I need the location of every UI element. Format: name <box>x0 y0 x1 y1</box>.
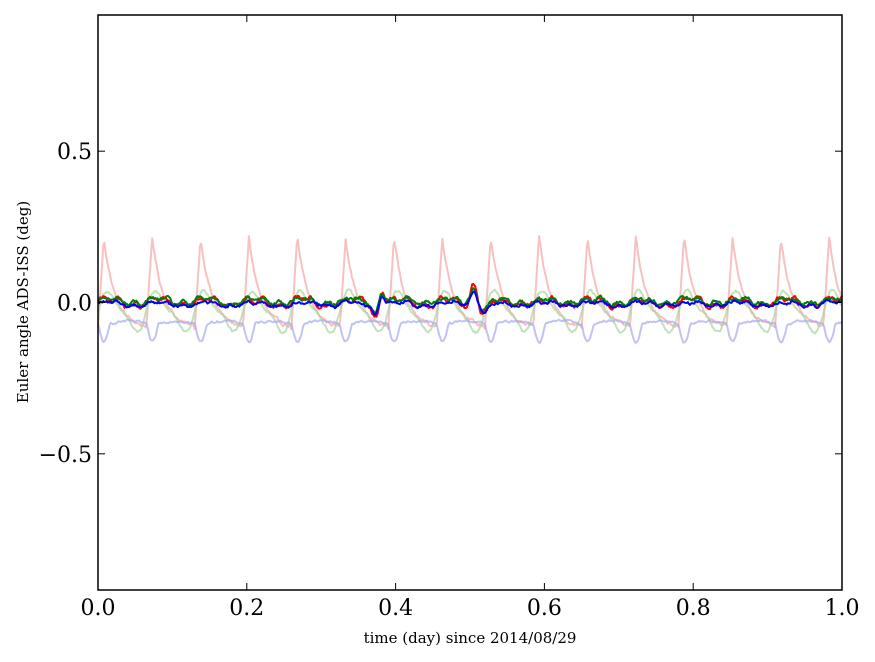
x-tick-label: 0.6 <box>527 596 562 621</box>
series-layer <box>97 235 843 344</box>
x-tick-label: 1.0 <box>825 596 860 621</box>
series-line-yaw-measured <box>97 290 843 316</box>
y-tick-label: 0.0 <box>57 292 92 317</box>
x-tick-label: 0.0 <box>81 596 116 621</box>
y-tick-label: 0.5 <box>57 140 92 165</box>
ticks-layer: 0.0 0.2 0.4 0.6 0.8 1.0 0.5 0.0 −0.5 <box>39 15 860 621</box>
series-line-roll-model <box>97 235 843 331</box>
x-tick-label: 0.2 <box>229 596 264 621</box>
y-tick-label: −0.5 <box>39 443 92 468</box>
x-tick-label: 0.4 <box>378 596 413 621</box>
series-line-yaw-model <box>97 318 843 344</box>
x-tick-label: 0.8 <box>676 596 711 621</box>
series-line-pitch-model <box>97 288 843 335</box>
x-axis-label: time (day) since 2014/08/29 <box>364 629 577 647</box>
y-axis-label: Euler angle ADS-ISS (deg) <box>14 201 32 403</box>
